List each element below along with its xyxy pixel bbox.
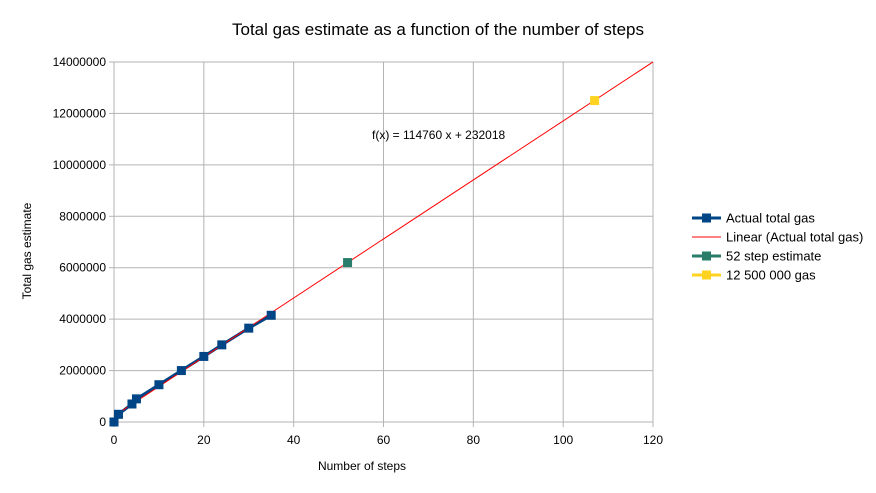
y-tick-label: 0	[99, 415, 106, 429]
legend-label: Linear (Actual total gas)	[726, 230, 863, 245]
grid	[109, 61, 654, 427]
x-tick-label: 0	[111, 433, 118, 447]
y-tick-label: 12000000	[53, 106, 107, 120]
legend: Actual total gas Linear (Actual total gas…	[692, 211, 863, 283]
y-tick-label: 6000000	[59, 261, 106, 275]
data-point	[113, 409, 123, 419]
plot-area	[109, 61, 654, 427]
data-point	[154, 380, 164, 390]
data-point	[590, 96, 600, 106]
legend-label: 12 500 000 gas	[726, 268, 816, 283]
y-tick-label: 10000000	[53, 158, 107, 172]
y-tick-label: 4000000	[59, 312, 106, 326]
chart-title: Total gas estimate as a function of the …	[232, 20, 644, 39]
data-point	[244, 323, 254, 333]
x-tick-label: 80	[467, 433, 481, 447]
x-tick-label: 120	[643, 433, 663, 447]
x-tick-label: 20	[197, 433, 211, 447]
data-point	[109, 417, 119, 427]
data-point	[217, 340, 227, 350]
data-point	[199, 351, 209, 361]
trendline-equation: f(x) = 114760 x + 232018	[372, 128, 506, 142]
x-tick-label: 100	[553, 433, 573, 447]
legend-label: Actual total gas	[726, 211, 815, 226]
data-point	[131, 394, 141, 404]
y-tick-label: 8000000	[59, 209, 106, 223]
x-tick-label: 60	[377, 433, 391, 447]
legend-marker	[702, 251, 711, 261]
y-axis-label: Total gas estimate	[20, 202, 34, 299]
y-tick-label: 14000000	[53, 55, 107, 69]
y-axis-ticks: 0 2000000 4000000 6000000 8000000 10000000 120…	[53, 55, 107, 429]
x-tick-label: 40	[287, 433, 301, 447]
data-point	[176, 366, 186, 376]
legend-marker	[702, 213, 711, 223]
data-point	[127, 399, 137, 409]
data-point	[343, 258, 353, 268]
legend-label: 52 step estimate	[726, 249, 821, 264]
x-axis-label: Number of steps	[318, 459, 406, 473]
data-point	[266, 310, 276, 320]
y-tick-label: 2000000	[59, 364, 106, 378]
x-axis-ticks: 0 20 40 60 80 100 120	[111, 433, 664, 447]
legend-marker	[702, 270, 711, 280]
